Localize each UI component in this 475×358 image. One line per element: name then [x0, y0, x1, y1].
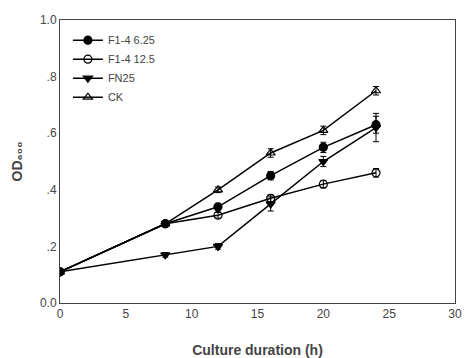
svg-text:25: 25: [382, 307, 396, 321]
svg-text:CK: CK: [108, 91, 124, 103]
svg-text:20: 20: [317, 307, 331, 321]
svg-text:F1-4 6.25: F1-4 6.25: [108, 34, 155, 46]
svg-text:FN25: FN25: [108, 72, 135, 84]
svg-text:.6: .6: [47, 126, 57, 140]
svg-text:.4: .4: [47, 183, 57, 197]
svg-text:30: 30: [448, 307, 462, 321]
svg-text:Culture duration (h): Culture duration (h): [192, 342, 323, 358]
svg-text:0.0: 0.0: [40, 296, 57, 310]
svg-text:F1-4 12.5: F1-4 12.5: [108, 53, 155, 65]
svg-text:5: 5: [122, 307, 129, 321]
svg-text:.8: .8: [47, 70, 57, 84]
svg-text:0: 0: [57, 307, 64, 321]
svg-text:15: 15: [251, 307, 265, 321]
svg-text:1.0: 1.0: [40, 13, 57, 27]
svg-text:OD₆₀₀: OD₆₀₀: [9, 142, 25, 182]
svg-text:.2: .2: [47, 240, 57, 254]
svg-text:10: 10: [185, 307, 199, 321]
